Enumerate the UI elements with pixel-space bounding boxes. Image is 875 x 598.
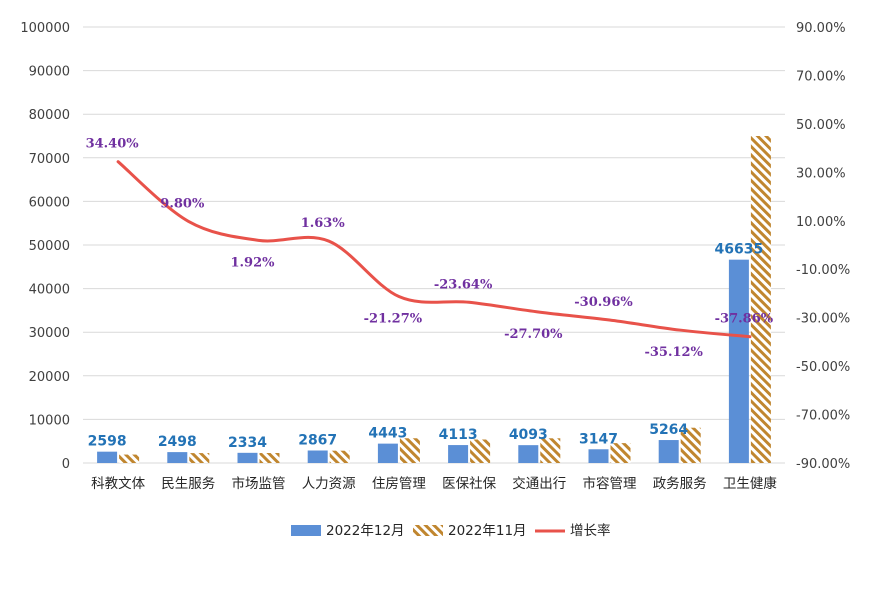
right-tick-label: 70.00% <box>796 69 846 84</box>
rate-value-label: 1.63% <box>301 216 346 231</box>
bar-value-label: 46635 <box>715 242 764 258</box>
bar-2022-11 <box>260 453 280 463</box>
rate-value-label: -37.86% <box>715 312 774 327</box>
bar-2022-11 <box>400 438 420 463</box>
rate-value-label: 1.92% <box>230 255 275 270</box>
right-tick-label: 90.00% <box>796 21 846 36</box>
right-tick-label: -50.00% <box>796 360 850 375</box>
bar-2022-12 <box>589 449 609 463</box>
right-tick-label: -30.00% <box>796 312 850 327</box>
legend-label-2022-12: 2022年12月 <box>326 523 405 539</box>
left-tick-label: 70000 <box>29 152 70 167</box>
legend-label-growth-rate: 增长率 <box>570 522 611 539</box>
bar-2022-12 <box>238 453 258 463</box>
bar-value-label: 2867 <box>298 432 337 448</box>
bar-2022-11 <box>330 451 350 463</box>
category-label: 民生服务 <box>161 476 215 492</box>
category-label: 医保社保 <box>442 476 496 492</box>
bar-2022-11 <box>189 453 209 463</box>
bar-2022-12 <box>378 444 398 463</box>
gridlines <box>83 27 785 463</box>
bar-2022-12 <box>518 445 538 463</box>
rate-value-label: 9.80% <box>160 196 205 211</box>
left-tick-label: 10000 <box>29 413 70 428</box>
category-label: 科教文体 <box>91 476 145 492</box>
bar-2022-12 <box>729 260 749 463</box>
bar-value-label: 2498 <box>158 434 197 450</box>
legend-swatch-2022-11 <box>413 525 443 536</box>
bar-value-label: 4113 <box>439 427 478 443</box>
legend: 2022年12月 2022年11月 增长率 <box>291 522 611 539</box>
category-axis: 科教文体民生服务 市场监管人力资源住房管理医保社保交通出行市容管理政务服务卫生健康 <box>91 475 777 492</box>
category-label: 政务服务 <box>653 476 707 492</box>
bar-2022-11 <box>119 455 139 463</box>
rate-value-label: 34.40% <box>86 137 140 152</box>
left-tick-label: 20000 <box>29 370 70 385</box>
category-label: 市容管理 <box>583 475 637 492</box>
category-label: 交通出行 <box>512 475 566 492</box>
left-tick-label: 80000 <box>29 108 70 123</box>
rate-value-label: -21.27% <box>364 312 423 327</box>
right-tick-label: -90.00% <box>796 457 850 472</box>
bar-value-label: 2334 <box>228 435 267 451</box>
left-tick-label: 30000 <box>29 326 70 341</box>
right-tick-label: 30.00% <box>796 166 846 181</box>
bar-value-label: 4093 <box>509 427 548 443</box>
rate-value-label: -35.12% <box>644 345 703 360</box>
left-axis: 0 10000 20000 30000 40000 50000 60000 70000 8000… <box>20 21 70 472</box>
data-labels: 2598 2498 2334 2867 4443 4113 4093 3147 5264 4663… <box>86 137 774 451</box>
bar-value-label: 2598 <box>88 434 127 450</box>
left-tick-label: 90000 <box>29 65 70 80</box>
category-label: 卫生健康 <box>723 475 777 492</box>
bar-2022-12 <box>167 452 187 463</box>
right-tick-label: 10.00% <box>796 215 846 230</box>
rate-value-label: -27.70% <box>504 327 563 342</box>
legend-label-2022-11: 2022年11月 <box>448 523 527 539</box>
right-tick-label: 50.00% <box>796 118 846 133</box>
left-tick-label: 40000 <box>29 283 70 298</box>
left-tick-label: 0 <box>62 457 70 472</box>
bar-2022-12 <box>308 450 328 463</box>
right-axis: -90.00% -70.00% -50.00% -30.00% -10.00% 10.00… <box>796 21 850 472</box>
right-tick-label: -70.00% <box>796 409 850 424</box>
bar-2022-11 <box>751 136 771 463</box>
bar-2022-12 <box>448 445 468 463</box>
bars <box>97 136 771 463</box>
category-label: 住房管理 <box>372 476 426 492</box>
rate-value-label: -30.96% <box>574 295 633 310</box>
legend-swatch-2022-12 <box>291 525 321 536</box>
bar-value-label: 4443 <box>368 426 407 442</box>
left-tick-label: 100000 <box>20 21 70 36</box>
category-label: 人力资源 <box>302 476 356 492</box>
rate-value-label: -23.64% <box>434 277 493 292</box>
left-tick-label: 60000 <box>29 195 70 210</box>
right-tick-label: -10.00% <box>796 263 850 278</box>
bar-2022-12 <box>659 440 679 463</box>
bar-2022-12 <box>97 452 117 463</box>
bar-value-label: 3147 <box>579 431 618 447</box>
growth-line <box>118 162 750 337</box>
category-label: 市场监管 <box>232 475 286 492</box>
growth-rate-line <box>118 162 750 337</box>
bar-value-label: 5264 <box>649 422 688 438</box>
left-tick-label: 50000 <box>29 239 70 254</box>
